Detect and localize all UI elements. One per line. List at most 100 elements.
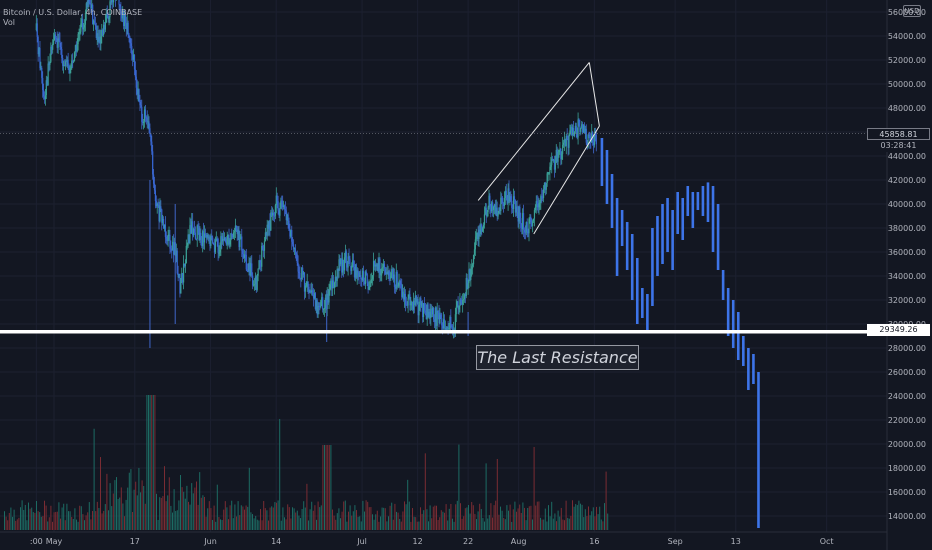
volume-bar — [340, 518, 341, 530]
volume-bar — [146, 395, 148, 530]
candle-body — [405, 304, 407, 306]
candle-body — [394, 286, 396, 289]
volume-bar — [184, 498, 186, 530]
volume-bar — [482, 518, 484, 530]
volume-bar — [141, 480, 143, 530]
volume-bar — [400, 521, 402, 530]
candle-body — [439, 314, 441, 324]
candle-body — [383, 263, 386, 269]
candle-body — [298, 271, 300, 273]
volume-bar — [536, 501, 538, 530]
volume-bar — [444, 512, 445, 530]
candle-body — [265, 232, 267, 236]
candle-body — [355, 264, 357, 278]
candle-body — [121, 13, 123, 19]
volume-bar — [365, 500, 367, 530]
volume-bar — [93, 428, 95, 530]
candle-body — [462, 300, 464, 305]
candle-body — [290, 229, 292, 237]
volume-bar — [316, 519, 317, 530]
candle-body — [91, 4, 93, 9]
candle-body — [199, 232, 201, 240]
candle-body — [220, 236, 222, 250]
y-tick-label: 52000.00 — [888, 56, 926, 65]
volume-bar — [104, 504, 106, 530]
volume-bar — [290, 518, 292, 530]
volume-bar — [412, 508, 413, 530]
candle-body — [152, 151, 154, 175]
candle-body — [231, 233, 233, 236]
candle-body — [202, 231, 205, 243]
y-tick-label: 16000.00 — [888, 488, 926, 497]
volume-bar — [476, 519, 477, 530]
candle-body — [352, 260, 354, 266]
volume-bar — [364, 511, 365, 530]
candle-body — [469, 269, 471, 280]
candle-body — [244, 254, 246, 256]
volume-bar — [279, 418, 281, 530]
candle-body — [537, 203, 539, 208]
projection-bar — [716, 204, 720, 270]
candle-body — [559, 148, 561, 151]
currency-badge[interactable]: USD — [903, 5, 921, 17]
candle-body — [490, 206, 492, 212]
candle-body — [69, 68, 71, 74]
volume-bar — [405, 504, 407, 530]
candle-body — [398, 281, 400, 286]
y-tick-label: 38000.00 — [888, 224, 926, 233]
candle-body — [268, 220, 270, 229]
candle-body — [382, 263, 385, 268]
volume-bar — [125, 499, 127, 530]
candle-body — [293, 248, 296, 250]
volume-bar — [160, 497, 162, 530]
candle-body — [62, 64, 65, 66]
projection-bar — [625, 222, 629, 270]
candle-body — [232, 232, 235, 238]
candle-body — [229, 240, 231, 245]
annotation-label[interactable]: The Last Resistance — [476, 345, 639, 370]
volume-bar — [71, 516, 73, 530]
volume-bar — [117, 499, 119, 530]
candle-body — [322, 297, 324, 310]
candle-body — [468, 269, 470, 284]
candle-body — [410, 304, 412, 306]
candle-body — [402, 291, 405, 300]
candle-body — [359, 275, 361, 277]
candle-body — [403, 293, 406, 300]
candle-body — [542, 197, 544, 199]
candle-body — [247, 270, 249, 272]
volume-bar — [351, 515, 353, 530]
candle-body — [521, 228, 523, 230]
volume-bar — [144, 503, 146, 530]
candle-body — [471, 266, 473, 269]
volume-bar — [311, 501, 313, 530]
projection-bar — [706, 182, 710, 222]
candle-body — [422, 302, 424, 318]
y-tick-label: 32000.00 — [888, 296, 926, 305]
candle-body — [130, 43, 132, 47]
candle-body — [167, 236, 169, 242]
candle-body — [507, 188, 509, 204]
candle-body — [102, 29, 104, 36]
volume-bar — [495, 500, 497, 530]
candle-body — [441, 318, 443, 326]
candle-body — [262, 245, 264, 250]
candle-body — [379, 258, 381, 276]
candle-body — [480, 224, 482, 234]
candle-body — [370, 279, 372, 287]
volume-bar — [463, 516, 465, 530]
projection-bar — [615, 198, 619, 276]
volume-bar — [527, 507, 529, 530]
volume-bar — [372, 514, 373, 530]
candle-body — [215, 238, 217, 241]
volume-bar — [500, 506, 501, 530]
candle-body — [414, 295, 416, 306]
volume-bar — [450, 503, 452, 530]
x-tick-label: Aug — [511, 537, 527, 546]
volume-bar — [32, 512, 34, 530]
volume-bar — [396, 511, 397, 530]
volume-bar — [429, 505, 431, 530]
volume-bar — [503, 517, 505, 530]
candle-body — [438, 312, 440, 324]
